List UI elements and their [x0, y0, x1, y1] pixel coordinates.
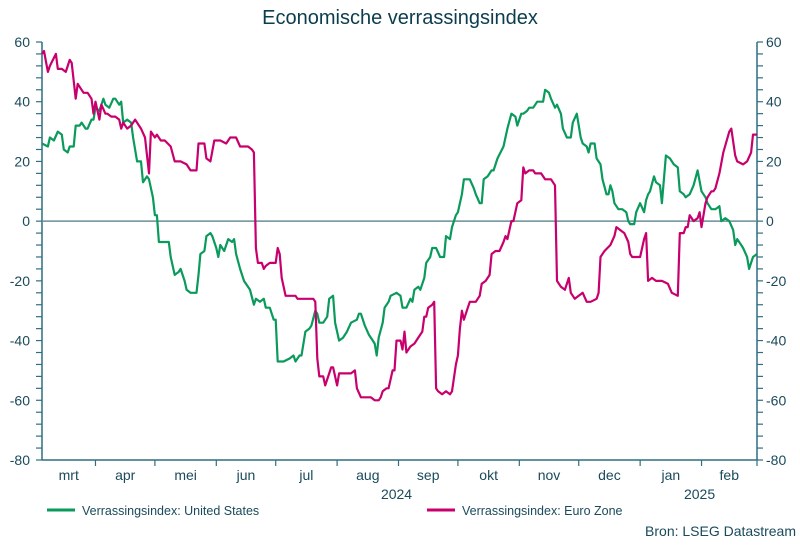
source-note: Bron: LSEG Datastream	[645, 523, 796, 539]
y-tick-label-right: 20	[766, 153, 782, 169]
y-tick-label-right: -40	[766, 333, 786, 349]
y-tick-label-right: 60	[766, 34, 782, 50]
year-label: 2025	[684, 486, 715, 502]
y-tick-label-right: 0	[766, 213, 774, 229]
chart-title: Economische verrassingsindex	[262, 7, 538, 29]
y-tick-label-left: -80	[10, 452, 30, 468]
series-line-eurozone	[41, 49, 757, 402]
x-tick-label: mei	[174, 467, 197, 483]
x-tick-label: sep	[417, 467, 440, 483]
series-lines	[41, 49, 758, 402]
x-tick-label: feb	[720, 467, 740, 483]
y-tick-label-right: -80	[766, 452, 786, 468]
series-line-us	[41, 88, 758, 363]
y-tick-label-left: 20	[14, 153, 30, 169]
y-tick-label-left: -60	[10, 392, 30, 408]
y-tick-label-right: -20	[766, 273, 786, 289]
x-tick-label: jun	[236, 467, 256, 483]
x-tick-label: jan	[660, 467, 680, 483]
y-tick-label-left: 60	[14, 34, 30, 50]
x-tick-label: okt	[479, 467, 498, 483]
x-tick-label: aug	[356, 467, 379, 483]
x-tick-label: mrt	[59, 467, 79, 483]
x-tick-label: nov	[538, 467, 561, 483]
y-tick-label-left: 40	[14, 94, 30, 110]
year-label: 2024	[381, 486, 412, 502]
x-tick-label: jul	[298, 467, 313, 483]
y-tick-label-left: -40	[10, 333, 30, 349]
y-tick-label-right: 40	[766, 94, 782, 110]
legend: Verrassingsindex: United States Verrassi…	[47, 504, 623, 518]
x-tick-label: apr	[115, 467, 136, 483]
x-tick-label: dec	[598, 467, 621, 483]
axes: 60 60 40 40 20 20 0 0 -20 -20 -40 -40 -60 -60 -80 -80 mr…	[10, 34, 787, 502]
legend-label-eurozone: Verrassingsindex: Euro Zone	[462, 504, 623, 518]
y-tick-label-left: 0	[22, 213, 30, 229]
legend-label-us: Verrassingsindex: United States	[82, 504, 259, 518]
y-tick-label-left: -20	[10, 273, 30, 289]
y-tick-label-right: -60	[766, 392, 786, 408]
